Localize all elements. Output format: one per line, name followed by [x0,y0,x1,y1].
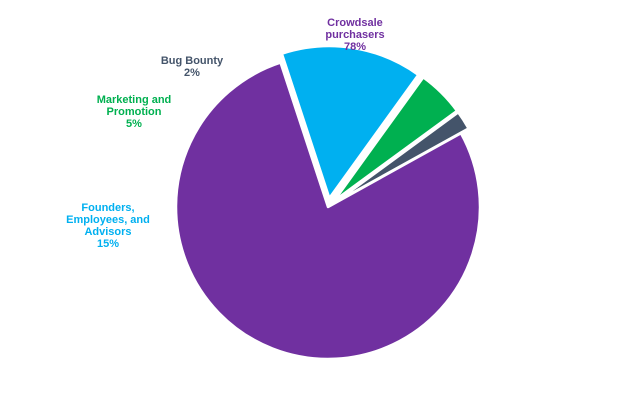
slice-label-founders: Founders, Employees, and Advisors 15% [52,202,164,250]
value-label: 2% [184,67,200,79]
label-line: Founders, [81,202,135,214]
value-label: 5% [126,118,142,130]
value-label: 78% [343,41,367,53]
label-line: Bug Bounty [160,55,224,67]
slice-label-crowdsale: Crowdsale purchasers 78% [300,17,410,53]
value-label: 15% [96,238,120,250]
pie-slice-bug-bounty [334,111,470,204]
label-line: purchasers [325,29,385,41]
pie-slice-founders [280,44,420,200]
pie-slice-crowdsale [174,61,482,361]
label-line: Marketing and [96,94,172,106]
pie-slice-marketing [333,76,459,202]
slice-label-bug-bounty: Bug Bounty 2% [150,55,234,79]
label-line: Advisors [84,226,132,238]
label-line: Employees, and [66,214,150,226]
label-line: Promotion [106,106,162,118]
slice-label-marketing: Marketing and Promotion 5% [82,94,186,130]
label-line: Crowdsale [327,17,383,29]
